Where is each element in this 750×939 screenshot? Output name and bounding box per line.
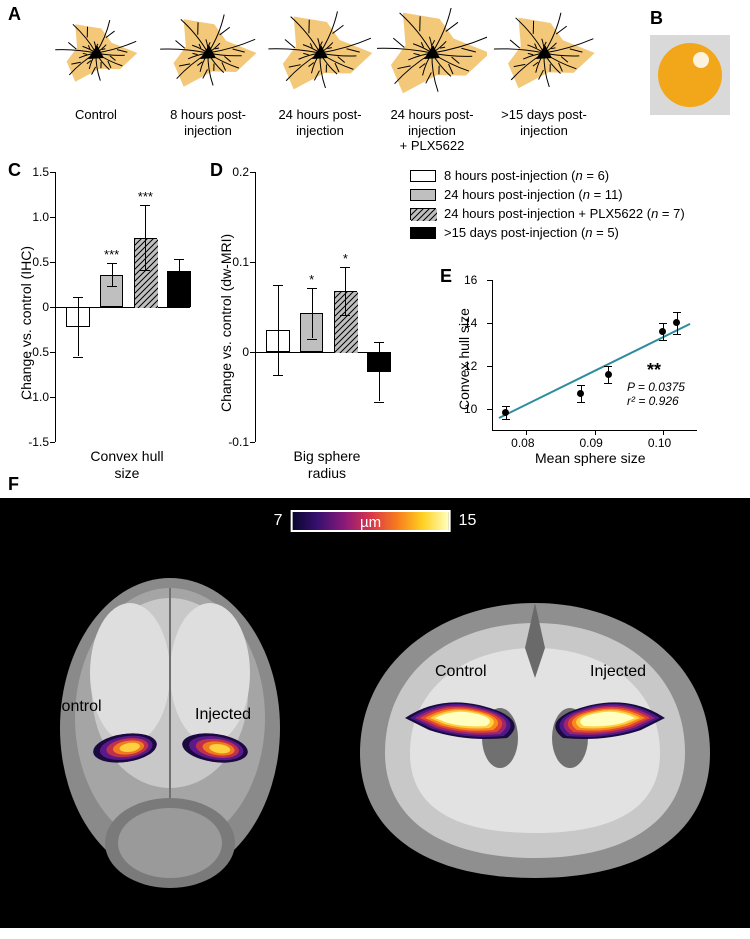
neuron-row: Control8 hours post-injection24 hours po… [20,8,620,154]
legend-item: 8 hours post-injection (n = 6) [410,168,685,183]
label-left-control: Control [50,698,102,716]
scatter-point [605,371,612,378]
scatter-point [577,390,584,397]
panel-f: F 7 µm 15 Control Injected Control Injec… [0,498,750,928]
neuron-cell: 24 hours post-injection+ PLX5622 [376,8,488,154]
r-squared: r² = 0.926 [627,394,679,408]
significance-marker: * [298,272,326,287]
panel-b: B [650,8,740,115]
chart-e: 101214160.080.090.10**P = 0.0375r² = 0.9… [492,280,697,430]
panel-a-label: A [8,4,21,25]
colorbar: 7 µm 15 [274,510,477,532]
legend-label: 24 hours post-injection (n = 11) [444,187,623,202]
neuron-cell: >15 days post-injection [488,8,600,154]
legend-label: >15 days post-injection (n = 5) [444,225,619,240]
ytick-label: -0.1 [219,435,249,449]
xtick-label: 0.09 [580,436,603,450]
legend-item: 24 hours post-injection (n = 11) [410,187,685,202]
legend-swatch [410,208,436,220]
panel-e-ylabel: Convex hull size [456,308,472,410]
panel-c-ylabel: Change vs. control (IHC) [18,246,34,400]
legend-label: 8 hours post-injection (n = 6) [444,168,609,183]
significance-marker: * [332,251,360,266]
neuron-caption: 8 hours post-injection [152,107,264,138]
neuron-icon [265,8,375,98]
panel-c: C -1.5-1.0-0.500.51.01.5****** Change vs… [0,160,210,490]
legend-swatch [410,170,436,182]
significance-marker: ** [647,360,661,381]
legend: 8 hours post-injection (n = 6) 24 hours p… [410,168,685,244]
ytick-label: 1.5 [19,165,49,179]
panel-a: A Control8 hours post-injection24 hours … [0,0,750,160]
legend-label: 24 hours post-injection + PLX5622 (n = 7… [444,206,685,221]
panel-f-label: F [8,474,19,495]
colorbar-max: 15 [459,512,477,530]
significance-marker: *** [98,247,126,262]
xtick-label: 0.08 [511,436,534,450]
neuron-caption: 24 hours post-injection+ PLX5622 [376,107,488,154]
neuron-cell: 8 hours post-injection [152,8,264,154]
neuron-icon [41,8,151,98]
panel-d: D -0.100.10.2** Change vs. control (dw-M… [210,160,410,490]
chart-c: -1.5-1.0-0.500.51.01.5****** [55,172,190,442]
colorbar-min: 7 [274,512,283,530]
figure: A Control8 hours post-injection24 hours … [0,0,750,928]
ytick-label: 16 [464,273,477,287]
neuron-cell: Control [40,8,152,154]
significance-marker: *** [132,189,160,204]
chart-d: -0.100.10.2** [255,172,390,442]
neuron-caption: Control [40,107,152,123]
scatter-point [502,409,509,416]
ytick-label: 0.2 [219,165,249,179]
right-column: 8 hours post-injection (n = 6) 24 hours p… [410,160,750,490]
panel-d-xlabel: Big sphereradius [272,448,382,482]
ytick-label: 1.0 [19,210,49,224]
neuron-cell: 24 hours post-injection [264,8,376,154]
p-value: P = 0.0375 [627,380,685,394]
panel-c-xlabel: Convex hullsize [72,448,182,482]
neuron-icon [153,8,263,98]
panel-e-label: E [440,266,452,287]
sphere-box [650,35,730,115]
brain-coronal [330,568,740,908]
neuron-icon [377,8,487,98]
colorbar-gradient: µm [291,510,451,532]
xtick-label: 0.10 [648,436,671,450]
mid-row: C -1.5-1.0-0.500.51.01.5****** Change vs… [0,160,750,490]
sphere-icon [655,40,725,110]
panel-e: E 101214160.080.090.10**P = 0.0375r² = 0… [440,270,720,480]
colorbar-unit: µm [293,512,449,534]
panel-b-label: B [650,8,740,29]
ytick-label: -1.5 [19,435,49,449]
panel-d-ylabel: Change vs. control (dw-MRI) [218,234,234,412]
legend-swatch [410,227,436,239]
label-right-control: Control [435,663,487,681]
neuron-caption: >15 days post-injection [488,107,600,138]
panel-e-xlabel: Mean sphere size [535,450,646,466]
scatter-point [673,319,680,326]
label-right-injected: Injected [590,663,646,681]
legend-item: 24 hours post-injection + PLX5622 (n = 7… [410,206,685,221]
legend-item: >15 days post-injection (n = 5) [410,225,685,240]
brain-horizontal [20,558,320,908]
legend-swatch [410,189,436,201]
label-left-injected: Injected [195,706,251,724]
neuron-icon [489,8,599,98]
neuron-caption: 24 hours post-injection [264,107,376,138]
